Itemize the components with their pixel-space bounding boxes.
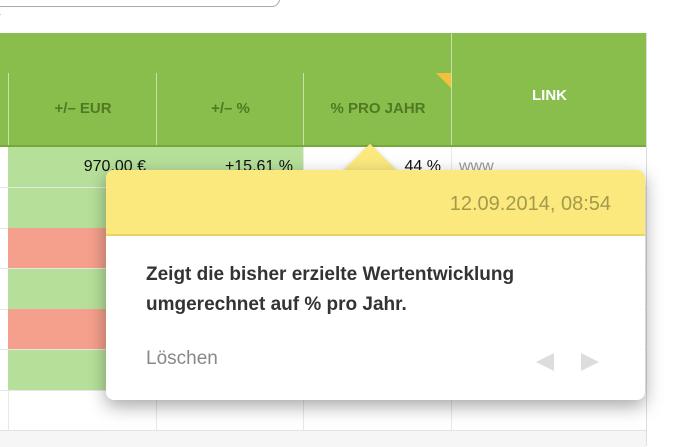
next-note-icon[interactable]	[581, 353, 599, 371]
note-text-line: umgerechnet auf % pro Jahr.	[146, 294, 407, 315]
header-eur[interactable]: +/– EUR	[8, 73, 157, 145]
note-text-line: Zeigt die bisher erzielte Wertentwicklun…	[146, 264, 515, 285]
comment-marker-icon[interactable]	[436, 73, 452, 89]
header-pro-jahr-label: % PRO JAHR	[330, 100, 426, 117]
note-tooltip: 12.09.2014, 08:54 Zeigt die bisher erzie…	[106, 170, 645, 400]
header-pro-jahr[interactable]: % PRO JAHR	[303, 73, 452, 145]
callout-bubble	[0, 0, 280, 15]
delete-button[interactable]: Löschen	[146, 348, 218, 369]
previous-note-icon[interactable]	[536, 353, 554, 371]
header-link[interactable]: LINK	[451, 33, 647, 145]
table-footer	[0, 430, 646, 447]
note-text: Zeigt die bisher erzielte Wertentwicklun…	[106, 236, 645, 320]
note-timestamp: 12.09.2014, 08:54	[106, 170, 645, 236]
callout-tip	[0, 0, 22, 15]
header-pct[interactable]: +/– %	[156, 73, 304, 145]
table-header: +/– EUR +/– % % PRO JAHR LINK	[0, 33, 646, 147]
